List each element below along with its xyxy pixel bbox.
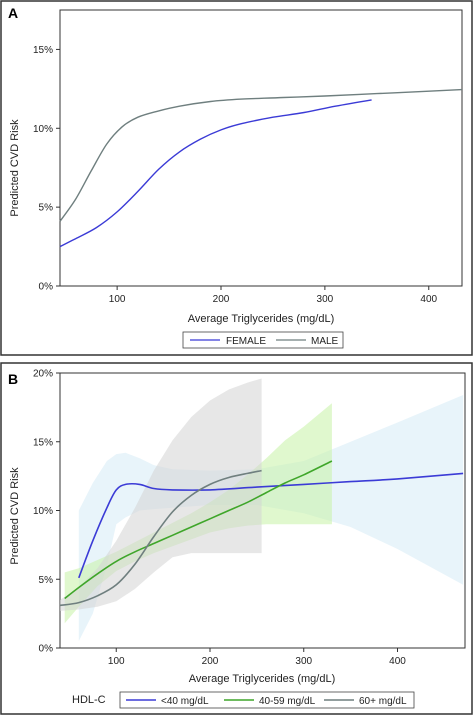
- panel-a-x-axis-label: Average Triglycerides (mg/dL): [188, 313, 335, 325]
- series-line-60-mg-dl: [59, 469, 262, 607]
- series-line-male: [59, 88, 463, 222]
- panel-b-x-axis-label: Average Triglycerides (mg/dL): [189, 673, 336, 685]
- panel-a-y-axis-label: Predicted CVD Risk: [9, 119, 21, 217]
- legend-title-hdl-c: HDL-C: [72, 694, 106, 706]
- panel-b-legend-box: [119, 691, 415, 709]
- y-tick-label: 5%: [39, 575, 54, 586]
- y-tick-label: 10%: [33, 506, 53, 517]
- panel-a: A 0% 5% 10% 15% 100 200 300 400 Predicted CVD …: [0, 0, 473, 356]
- x-tick-label: 300: [295, 656, 312, 667]
- x-tick-label: 100: [109, 294, 126, 305]
- legend-label-40-59: 40-59 mg/dL: [259, 696, 316, 707]
- legend-label-male: MALE: [311, 336, 339, 347]
- y-tick-label: 15%: [33, 437, 53, 448]
- y-tick-label: 15%: [33, 45, 53, 56]
- confidence-band-60-mg-dl: [60, 378, 262, 611]
- x-tick-label: 400: [420, 294, 437, 305]
- panel-a-legend: FEMALE MALE: [182, 331, 344, 349]
- panel-a-plot-area: [59, 9, 463, 287]
- panel-a-x-ticks: 100 200 300 400: [109, 286, 438, 305]
- y-tick-label: 10%: [33, 124, 53, 135]
- series-line-female: [59, 99, 372, 248]
- x-tick-label: 400: [389, 656, 406, 667]
- legend-label-lt40: <40 mg/dL: [161, 696, 209, 707]
- panel-b-letter: B: [8, 371, 18, 387]
- legend-label-60plus: 60+ mg/dL: [359, 696, 407, 707]
- panel-b-y-ticks: 0% 5% 10% 15% 20%: [33, 369, 60, 655]
- panel-a-legend-box: [182, 331, 344, 349]
- x-tick-label: 200: [213, 294, 230, 305]
- panel-a-frame: [0, 0, 473, 356]
- y-tick-label: 20%: [33, 369, 53, 380]
- series-line-40-59-mg-dl: [64, 460, 333, 600]
- x-tick-label: 300: [317, 294, 334, 305]
- panel-b-frame: [0, 362, 473, 715]
- series-line-40-mg-dl: [78, 472, 464, 579]
- panel-b-legend: HDL-C <40 mg/dL 40-59 mg/dL 60+ mg/dL: [72, 691, 415, 709]
- confidence-band-40-mg-dl: [78, 395, 464, 642]
- panel-a-y-ticks: 0% 5% 10% 15%: [33, 45, 60, 293]
- panel-a-letter: A: [8, 5, 18, 21]
- legend-label-female: FEMALE: [226, 336, 266, 347]
- panel-b-confidence-bands: [60, 378, 464, 642]
- panel-a-series: [59, 88, 463, 248]
- panel-b-x-ticks: 100 200 300 400: [108, 648, 406, 667]
- x-tick-label: 200: [202, 656, 219, 667]
- y-tick-label: 0%: [39, 644, 54, 655]
- x-tick-label: 100: [108, 656, 125, 667]
- y-tick-label: 0%: [39, 282, 54, 293]
- panel-b-y-axis-label: Predicted CVD Risk: [9, 467, 21, 565]
- panel-b-series: [59, 460, 464, 607]
- panel-b: B 0% 5% 10% 15% 20% 100 200 300 400 Predicted C…: [0, 362, 473, 715]
- y-tick-label: 5%: [39, 203, 54, 214]
